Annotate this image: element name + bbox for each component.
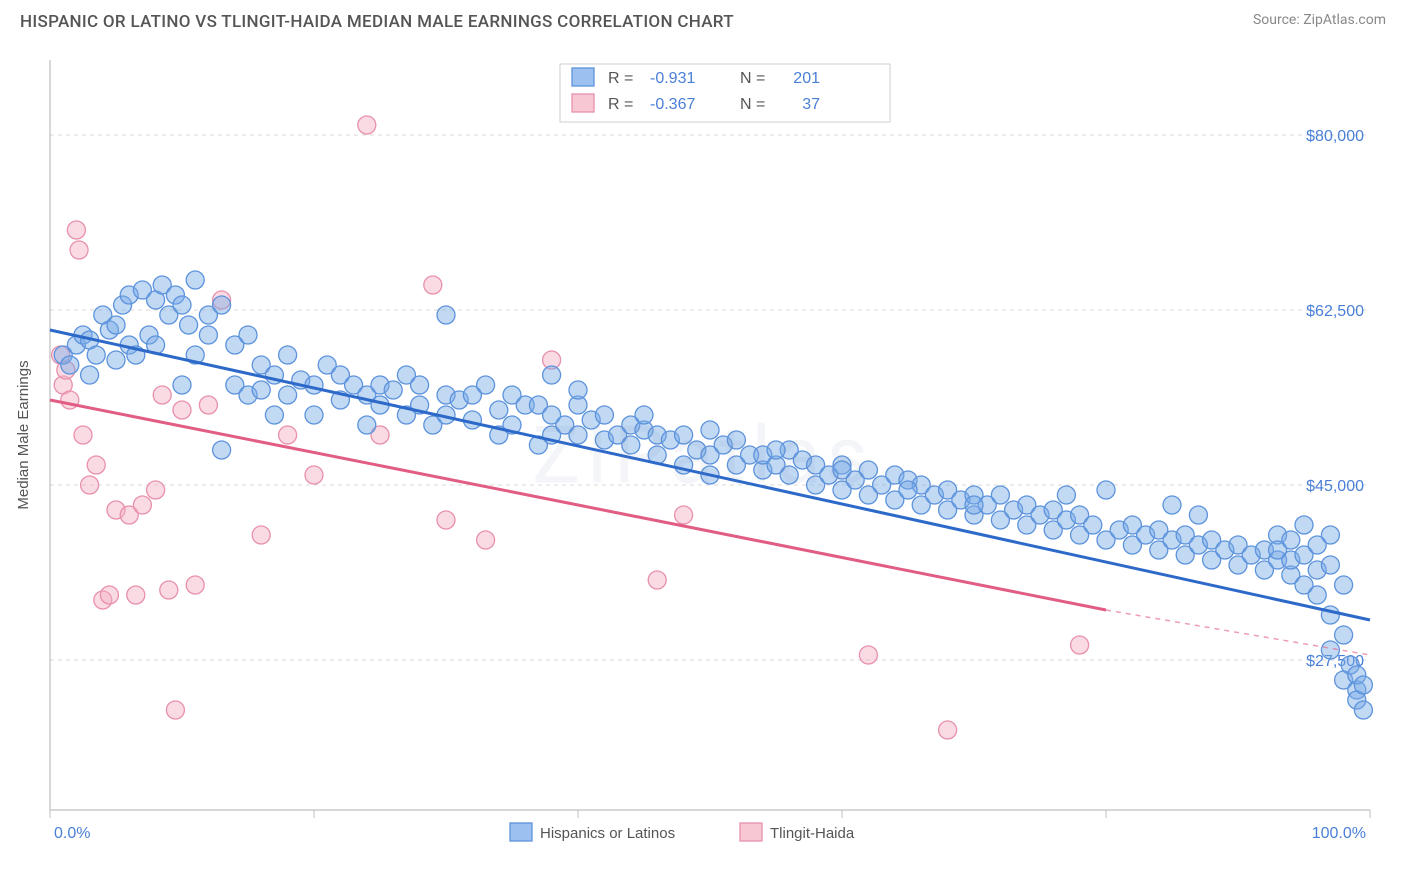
svg-text:Hispanics or Latinos: Hispanics or Latinos (540, 825, 675, 842)
source-label: Source: ZipAtlas.com (1253, 12, 1386, 28)
svg-text:100.0%: 100.0% (1312, 825, 1366, 842)
svg-text:-0.367: -0.367 (650, 96, 695, 113)
chart-title: HISPANIC OR LATINO VS TLINGIT-HAIDA MEDI… (20, 12, 734, 32)
svg-text:$80,000: $80,000 (1306, 128, 1364, 145)
svg-text:37: 37 (802, 96, 820, 113)
svg-text:201: 201 (793, 70, 820, 87)
svg-text:$45,000: $45,000 (1306, 478, 1364, 495)
svg-text:N =: N = (740, 70, 765, 87)
chart-area: ZIPatlas $27,500$45,000$62,500$80,000Med… (0, 40, 1406, 880)
svg-text:R =: R = (608, 96, 633, 113)
svg-text:Tlingit-Haida: Tlingit-Haida (770, 825, 855, 842)
svg-text:$62,500: $62,500 (1306, 303, 1364, 320)
svg-text:N =: N = (740, 96, 765, 113)
svg-text:R =: R = (608, 70, 633, 87)
svg-text:Median Male Earnings: Median Male Earnings (15, 360, 32, 509)
scatter-chart: $27,500$45,000$62,500$80,000Median Male … (0, 40, 1406, 880)
svg-text:0.0%: 0.0% (54, 825, 90, 842)
svg-text:-0.931: -0.931 (650, 70, 695, 87)
